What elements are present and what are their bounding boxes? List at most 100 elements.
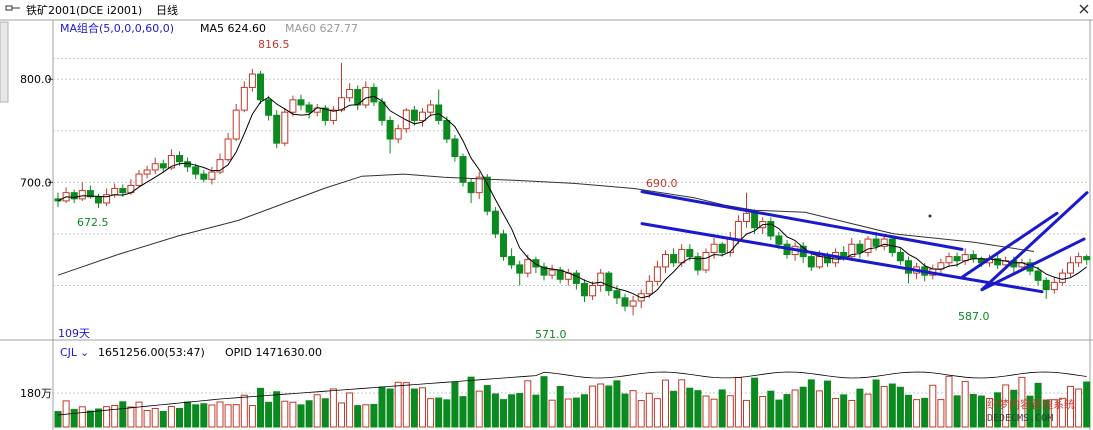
candle-body	[1067, 262, 1074, 274]
candle-body	[151, 163, 159, 171]
candle-body	[483, 176, 491, 212]
candle-body	[994, 258, 1002, 266]
candle-body	[362, 86, 370, 106]
volume-bar	[435, 397, 443, 428]
volume-bar	[378, 386, 386, 428]
volume-bar	[807, 379, 815, 428]
indicator-label[interactable]: MA组合(5,0,0,0,60,0)	[60, 21, 174, 35]
candle-body	[451, 138, 459, 158]
candle-body	[678, 248, 686, 264]
volume-bar	[702, 395, 710, 428]
candle-body	[969, 254, 977, 260]
volume-bar	[224, 404, 232, 428]
volume-bar	[581, 394, 588, 428]
volume-bar	[613, 380, 621, 428]
volume-bar	[135, 401, 143, 428]
y-tick-label: 700.0	[20, 176, 52, 189]
candle-body	[597, 272, 605, 286]
candle-body	[475, 176, 483, 194]
volume-bar	[1010, 389, 1018, 428]
volume-bar	[743, 399, 750, 428]
volume-bar	[872, 379, 880, 428]
candle-body	[143, 169, 151, 175]
channel-line	[640, 222, 1044, 294]
period-label[interactable]: 日线	[156, 3, 178, 17]
volume-bar	[994, 392, 1002, 428]
candle-body	[321, 107, 329, 121]
candle-body	[508, 256, 516, 266]
candle-body	[491, 210, 499, 235]
volume-bar	[483, 385, 491, 428]
candle-body	[184, 161, 192, 168]
candle-body	[248, 73, 256, 88]
volume-bar	[1067, 385, 1074, 428]
candle-body	[370, 86, 378, 103]
volume-bar	[945, 375, 953, 428]
candle-body	[840, 251, 848, 258]
channel-line	[980, 237, 1086, 292]
volume-bar	[840, 394, 848, 428]
volume-bar	[370, 403, 378, 428]
opid-value: OPID 1471630.00	[225, 346, 322, 359]
link-icon[interactable]	[5, 5, 20, 11]
volume-bar	[402, 382, 410, 428]
volume-bar	[572, 397, 580, 428]
volume-bar	[824, 380, 831, 428]
volume-bar	[524, 380, 532, 428]
candle-body	[200, 173, 208, 180]
volume-bar	[621, 393, 629, 428]
volume-bar	[491, 393, 499, 428]
volume-bar	[1002, 384, 1010, 428]
candle-body	[743, 212, 750, 223]
watermark-text-2: DEDECMS.COM	[987, 413, 1053, 424]
volume-bar	[127, 406, 135, 428]
candle-body	[653, 266, 661, 282]
candle-body	[86, 190, 94, 198]
volume-bar	[969, 393, 977, 428]
volume-bar	[184, 401, 192, 428]
volume-bar	[216, 401, 224, 428]
volume-bar	[564, 398, 572, 428]
volume-bar	[200, 403, 208, 428]
volume-bar	[556, 386, 564, 428]
volume-bar	[443, 399, 451, 428]
volume-bar	[273, 391, 281, 428]
ma5-value: MA5 624.60	[200, 22, 266, 35]
volume-bar	[953, 395, 961, 428]
candle-body	[103, 194, 111, 204]
candle-body	[775, 235, 783, 245]
candle-body	[232, 109, 240, 140]
candle-body	[273, 114, 281, 144]
scroll-handle[interactable]	[0, 21, 9, 103]
candle-body	[872, 238, 880, 247]
candle-body	[257, 73, 264, 101]
volume-chevron-icon[interactable]: ⌄	[80, 346, 89, 359]
volume-bar	[313, 394, 321, 428]
candle-body	[78, 190, 86, 200]
volume-bar	[548, 399, 556, 428]
volume-bar	[718, 389, 726, 428]
volume-bar	[905, 394, 912, 428]
close-icon[interactable]	[1079, 4, 1089, 14]
volume-bar	[734, 377, 742, 428]
volume-bar	[1042, 399, 1050, 428]
channel-line	[960, 211, 1059, 279]
volume-bar	[767, 390, 775, 428]
volume-bar	[710, 398, 718, 428]
volume-bar	[759, 395, 767, 428]
volume-bar	[637, 400, 645, 428]
candle-body	[135, 173, 143, 186]
volume-bar	[662, 379, 669, 428]
volume-label[interactable]: CJL	[60, 346, 78, 359]
volume-bar	[1026, 395, 1034, 428]
candle-body	[532, 259, 540, 268]
candle-body	[95, 196, 102, 204]
volume-bar	[386, 388, 394, 428]
y-tick-label: 800.0	[20, 73, 52, 86]
volume-bar	[289, 401, 297, 428]
candle-body	[410, 109, 418, 121]
candle-body	[467, 181, 475, 194]
volume-bar	[467, 376, 475, 428]
candle-body	[856, 243, 864, 253]
volume-bar	[686, 387, 694, 428]
